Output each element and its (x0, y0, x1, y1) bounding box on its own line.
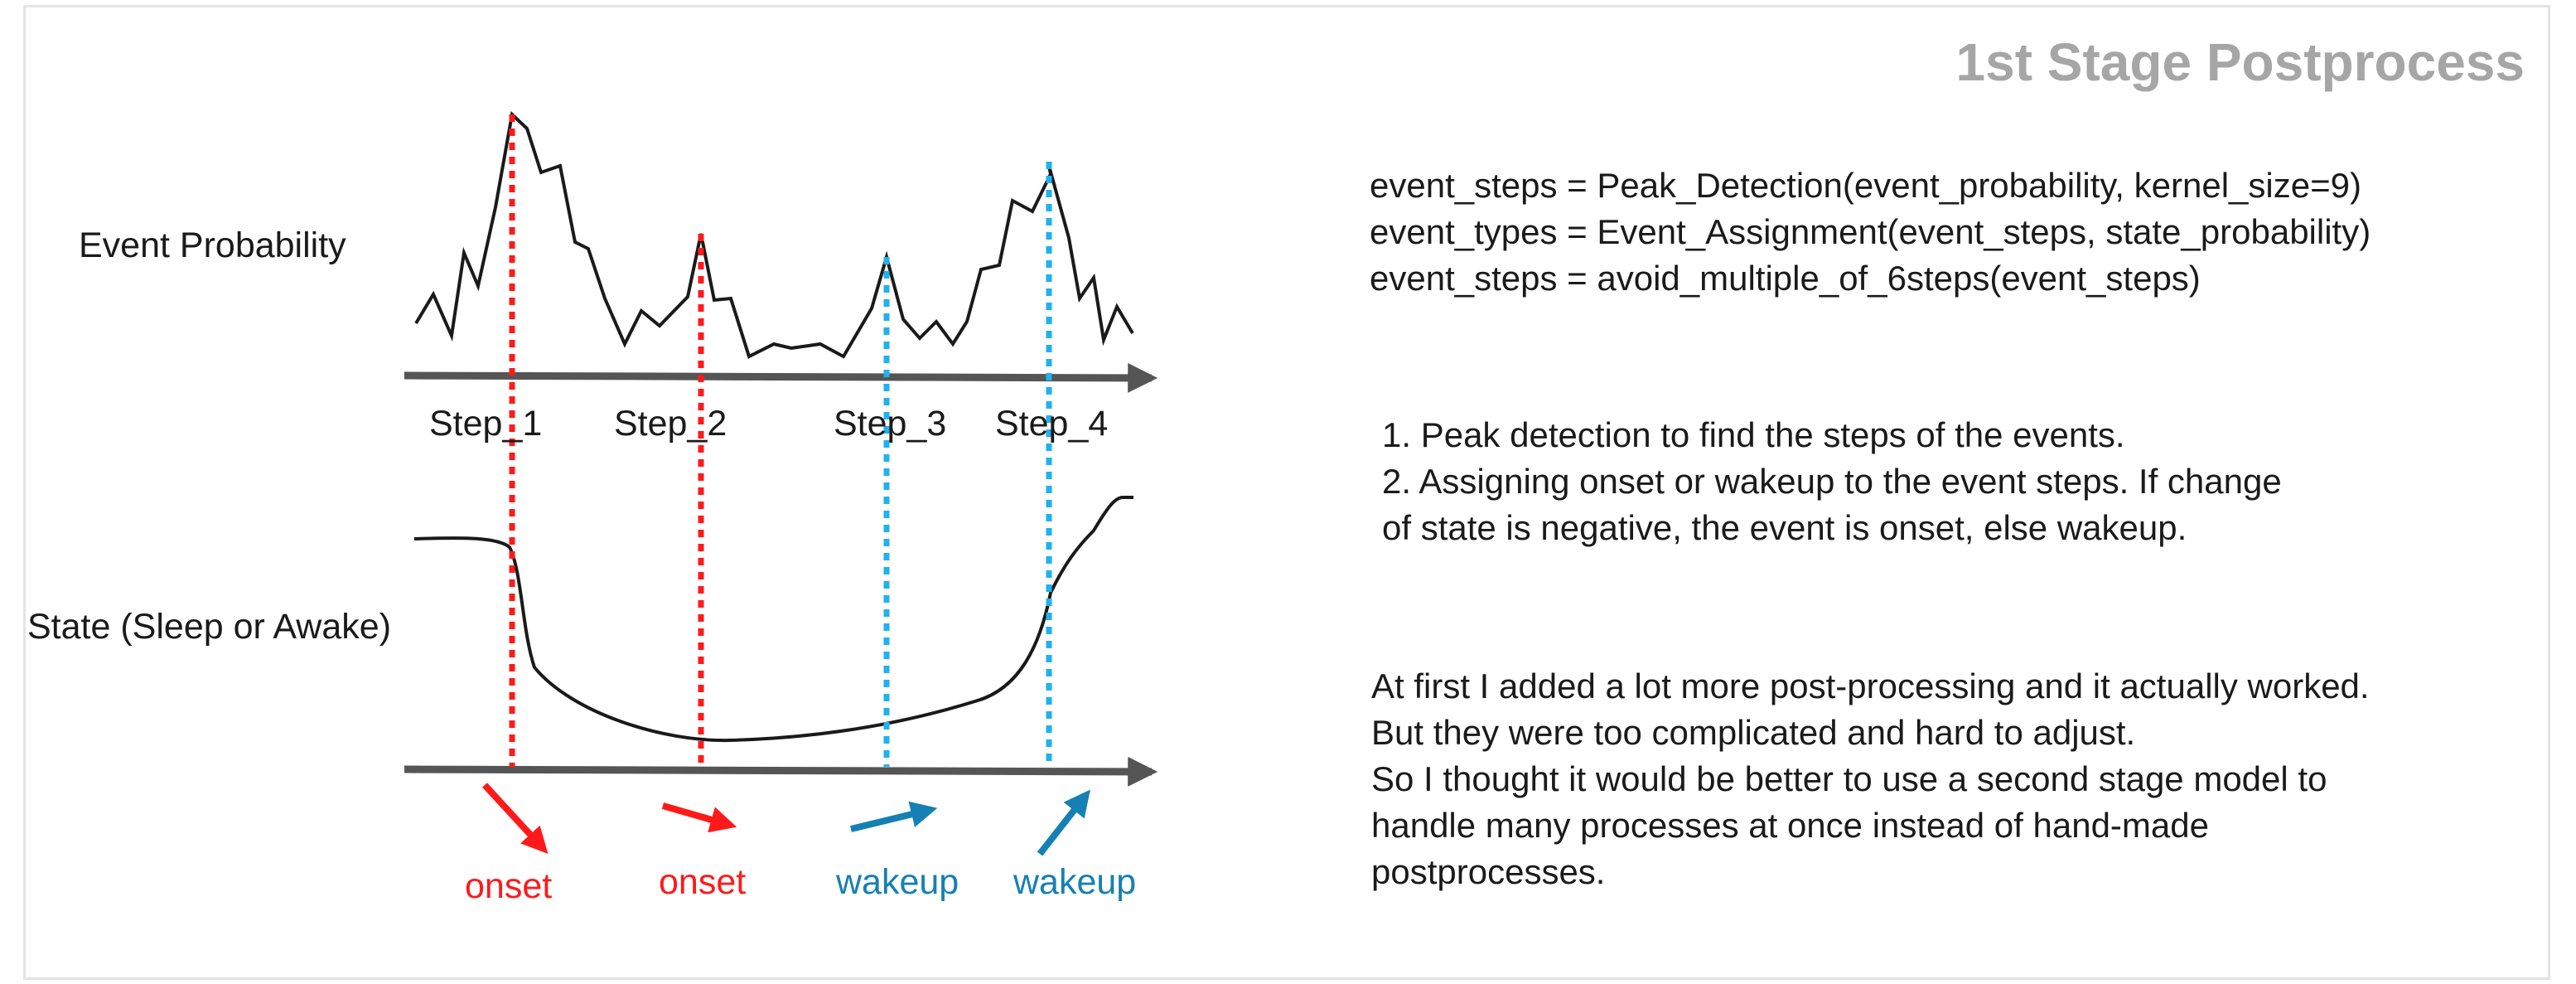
code-block: event_steps = Peak_Detection(event_proba… (1370, 162, 2371, 302)
note-line: But they were too complicated and hard t… (1371, 713, 2136, 752)
step-label-2: Step_2 (614, 404, 727, 444)
event-probability-curve (414, 111, 1134, 359)
note-line: At first I added a lot more post-process… (1371, 667, 2370, 705)
state-axis (404, 756, 1158, 787)
code-line: event_steps = Peak_Detection(event_proba… (1370, 166, 2361, 205)
list-item: 2. Assigning onset or wakeup to the even… (1382, 462, 2282, 501)
state-label: State (Sleep or Awake) (27, 607, 392, 647)
state-curve (413, 496, 1133, 743)
wakeup-arrow-1 (850, 801, 938, 832)
wakeup-arrow-2 (1037, 789, 1090, 856)
note-line: handle many processes at once instead of… (1371, 806, 2209, 845)
code-line: event_types = Event_Assignment(event_ste… (1370, 212, 2371, 251)
step-label-4: Step_4 (995, 404, 1109, 444)
event-probability-axis (404, 362, 1158, 393)
onset-arrow-2 (661, 802, 737, 833)
note-line: So I thought it would be better to use a… (1371, 759, 2327, 798)
list-item: of state is negative, the event is onset… (1382, 508, 2187, 547)
list-item: 1. Peak detection to find the steps of t… (1382, 415, 2125, 454)
event-label-wakeup-2: wakeup (1013, 862, 1137, 902)
code-line: event_steps = avoid_multiple_of_6steps(e… (1370, 259, 2201, 298)
note-line: postprocesses. (1371, 852, 1606, 891)
steps-list: 1. Peak detection to find the steps of t… (1382, 412, 2282, 551)
event-label-onset-1: onset (465, 866, 553, 906)
step-label-1: Step_1 (429, 404, 543, 444)
event-probability-label: Event Probability (79, 225, 346, 265)
event-label-onset-2: onset (659, 862, 747, 902)
onset-arrow-1 (482, 783, 549, 855)
slide-title: 1st Stage Postprocess (1955, 32, 2525, 92)
slide-frame (23, 5, 2550, 980)
step-label-3: Step_3 (834, 404, 947, 444)
notes-paragraph: At first I added a lot more post-process… (1371, 663, 2370, 895)
event-label-wakeup-1: wakeup (836, 862, 959, 902)
